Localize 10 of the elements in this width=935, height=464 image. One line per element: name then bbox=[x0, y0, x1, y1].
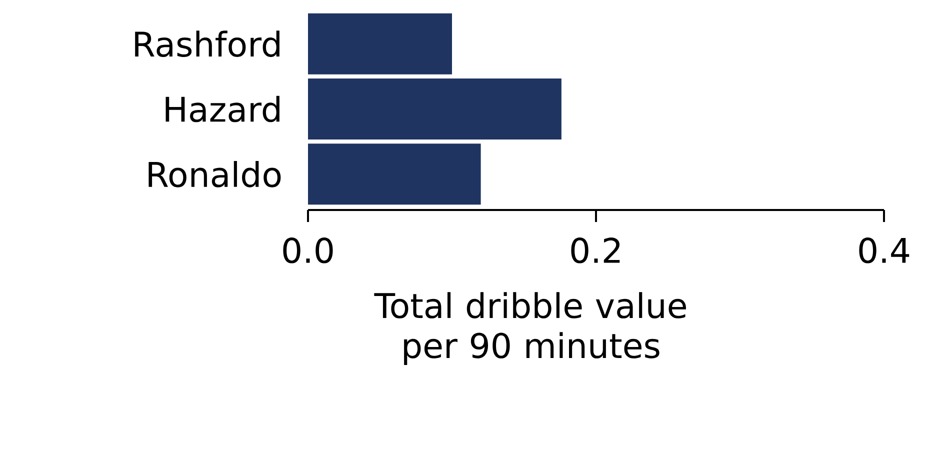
y-tick-label: Ronaldo bbox=[148, 161, 281, 188]
y-tick-label: Rashford bbox=[135, 30, 280, 57]
x-tick-label: 0.4 bbox=[859, 238, 910, 264]
bar bbox=[308, 13, 452, 74]
x-tick-label: 0.0 bbox=[283, 238, 333, 264]
x-tick-label: 0.2 bbox=[571, 238, 620, 264]
bar bbox=[308, 144, 481, 205]
y-tick-label: Hazard bbox=[166, 96, 280, 122]
bar bbox=[308, 78, 562, 140]
x-axis-title: Total dribble value per 90 minutes bbox=[374, 292, 686, 366]
